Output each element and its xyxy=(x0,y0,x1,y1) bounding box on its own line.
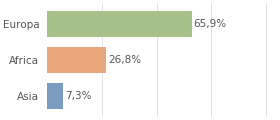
Text: 65,9%: 65,9% xyxy=(194,19,227,29)
Bar xyxy=(47,83,63,109)
Text: 26,8%: 26,8% xyxy=(108,55,141,65)
Bar xyxy=(47,47,106,73)
Bar xyxy=(47,11,192,37)
Text: 7,3%: 7,3% xyxy=(65,91,92,101)
